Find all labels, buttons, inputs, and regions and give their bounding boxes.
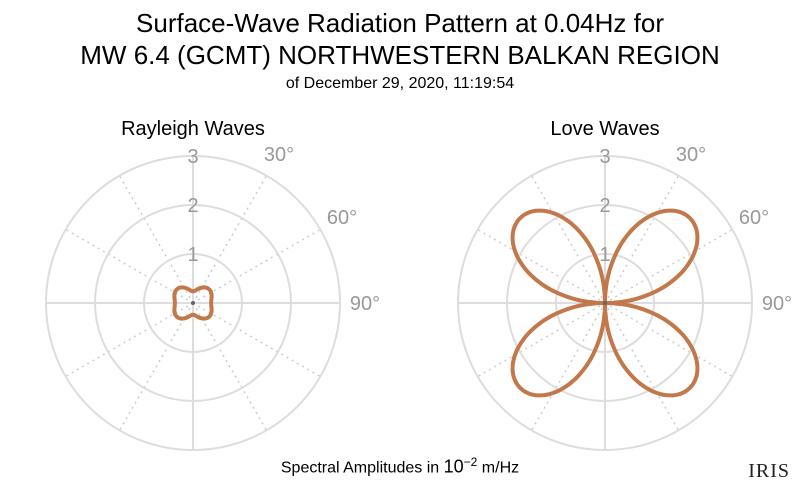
angular-gridline (604, 175, 680, 304)
chart-title-line3: of December 29, 2020, 11:19:54 (285, 75, 515, 92)
radial-tick-label: 1 (187, 244, 198, 266)
angular-gridline (604, 302, 680, 431)
units-exponent: −2 (463, 455, 478, 469)
angular-gridline (192, 175, 268, 304)
radial-tick-label: 2 (599, 195, 610, 217)
angular-gridline (65, 302, 194, 378)
iris-logo: IRIS (748, 460, 790, 482)
units-base: 10 (443, 456, 464, 477)
chart-title-line2: MW 6.4 (GCMT) NORTHWESTERN BALKAN REGION (80, 40, 720, 70)
angle-tick-label: 60° (327, 207, 357, 229)
radial-ring (94, 204, 292, 402)
center-marker (603, 301, 607, 305)
radial-ring (555, 253, 655, 353)
angular-gridline (477, 302, 606, 378)
rayleigh-polar-plot: 1 2 3 30° 60° 90° (45, 144, 380, 451)
radial-ring (45, 155, 341, 451)
center-marker (191, 301, 195, 305)
radial-tick-label: 3 (187, 146, 198, 168)
radial-tick-label: 1 (599, 244, 610, 266)
units-suffix: m/Hz (477, 459, 520, 477)
angular-gridline (604, 228, 733, 304)
angle-tick-label: 30° (264, 144, 294, 166)
love-subtitle: Love Waves (550, 118, 660, 140)
angular-gridline (530, 302, 606, 431)
angular-gridline (192, 302, 268, 431)
angle-tick-label: 90° (762, 293, 792, 315)
units-caption: Spectral Amplitudes in 10−2 m/Hz (0, 455, 800, 477)
radiation-pattern-curve (172, 285, 214, 321)
angular-gridline (192, 228, 321, 304)
radial-ring (457, 155, 753, 451)
radial-tick-label: 3 (599, 146, 610, 168)
love-polar-plot: 1 2 3 30° 60° 90° (457, 144, 792, 451)
angular-gridline (604, 302, 733, 378)
angular-gridline (192, 302, 321, 378)
rayleigh-subtitle: Rayleigh Waves (121, 118, 265, 140)
angular-gridline (530, 175, 606, 304)
angle-tick-label: 60° (739, 207, 769, 229)
angle-tick-label: 30° (676, 144, 706, 166)
radial-tick-label: 2 (187, 195, 198, 217)
chart-title-line1: Surface-Wave Radiation Pattern at 0.04Hz… (136, 8, 664, 38)
angular-gridline (118, 302, 194, 431)
radial-ring (506, 204, 704, 402)
radial-ring (143, 253, 243, 353)
angular-gridline (477, 228, 606, 304)
angle-tick-label: 90° (350, 293, 380, 315)
units-prefix: Spectral Amplitudes in (280, 459, 444, 477)
angular-gridline (118, 175, 194, 304)
angular-gridline (65, 228, 194, 304)
